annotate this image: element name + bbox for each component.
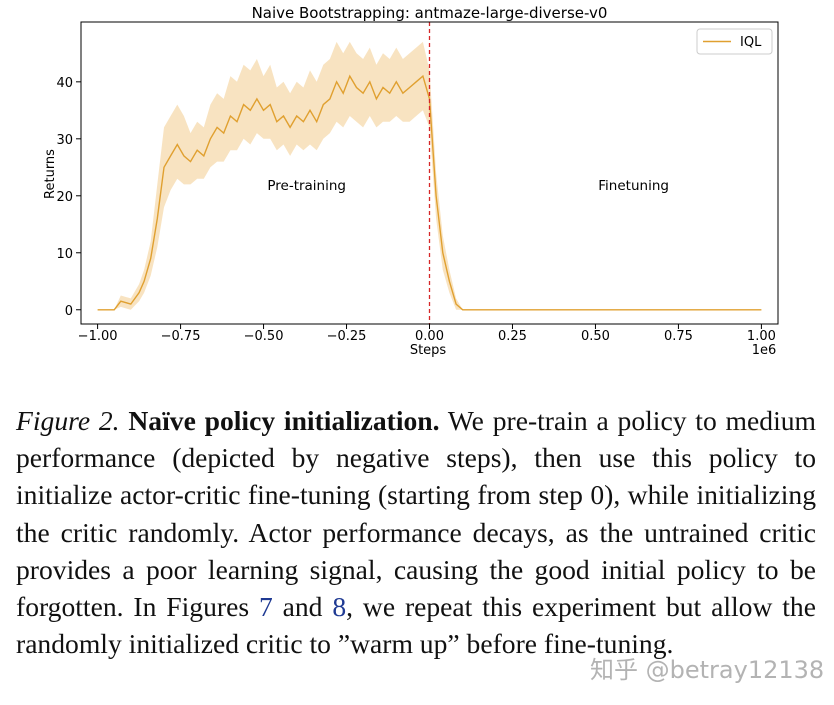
x-tick-label: 0.00 [415, 329, 444, 344]
figure-ref-8[interactable]: 8 [332, 591, 347, 623]
phase-annotation: Finetuning [598, 178, 669, 194]
phase-annotation: Pre-training [267, 178, 346, 194]
y-axis-label: Returns [43, 149, 58, 199]
chart-title: Naive Bootstrapping: antmaze-large-diver… [252, 4, 608, 22]
x-axis-label: Steps [410, 343, 447, 358]
legend-label-iql: IQL [740, 35, 762, 50]
caption-text-1: We pre-train a policy to medium performa… [16, 405, 816, 623]
figure-caption: Figure 2. Naïve policy initialization. W… [16, 402, 816, 662]
x-tick-label: 1.00 [747, 329, 776, 344]
caption-text-2: , we repeat this experiment but allow th… [16, 591, 816, 660]
figure-label: Figure 2. [16, 405, 120, 436]
y-tick-label: 0 [65, 304, 73, 319]
y-tick-label: 10 [56, 247, 73, 262]
returns-chart: Naive Bootstrapping: antmaze-large-diver… [43, 4, 779, 358]
y-tick-label: 40 [56, 76, 73, 91]
y-tick-label: 20 [56, 190, 73, 205]
x-tick-label: −0.75 [161, 329, 201, 344]
series-band-iql [97, 41, 762, 310]
watermark-text: 知乎 @betray12138 [590, 656, 825, 684]
legend-box [696, 28, 773, 55]
x-tick-label: −0.25 [327, 329, 367, 344]
series-line-iql [97, 74, 762, 311]
x-tick-label: −1.00 [78, 329, 118, 344]
x-tick-label: 0.25 [498, 329, 527, 344]
figure-ref-7[interactable]: 7 [258, 591, 273, 623]
x-tick-label: 0.75 [664, 329, 693, 344]
y-tick-label: 30 [56, 133, 73, 148]
x-scale-label: 1e6 [752, 343, 777, 358]
caption-and: and [282, 591, 323, 623]
x-tick-label: 0.50 [581, 329, 610, 344]
figure-title: Naïve policy initialization. [128, 405, 440, 436]
x-tick-label: −0.50 [244, 329, 284, 344]
